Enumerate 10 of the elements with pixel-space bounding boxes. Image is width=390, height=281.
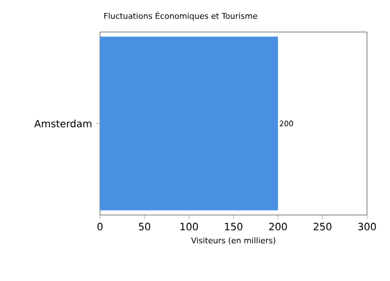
x-tick-label: 0 [97,222,103,230]
x-tick-label: 300 [358,222,376,230]
x-tick-label: 150 [225,222,242,230]
chart-title: Fluctuations Économiques et Tourisme [104,11,258,20]
x-tick-label: 50 [138,222,150,230]
x-axis-title: Visiteurs (en milliers) [191,237,276,244]
x-tick-label: 250 [314,222,332,230]
x-tick-label: 100 [180,222,198,230]
y-tick-label: Amsterdam [34,120,92,128]
x-tick-label: 200 [269,222,287,230]
